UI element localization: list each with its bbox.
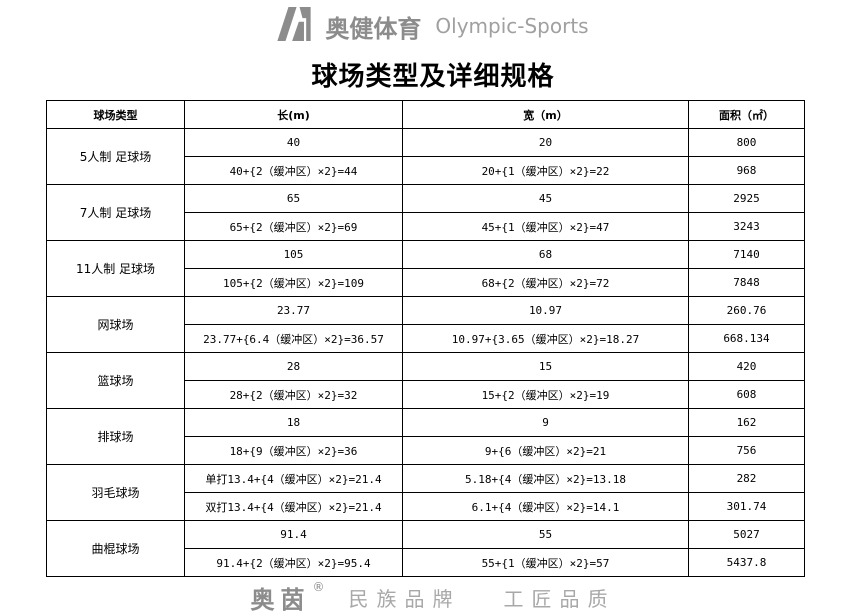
width-cell: 15 (402, 352, 689, 381)
area-cell: 2925 (688, 184, 805, 213)
area-cell: 7140 (688, 240, 805, 269)
length-cell: 28+{2（缓冲区）×2}=32 (184, 380, 403, 409)
area-cell: 800 (688, 128, 805, 157)
court-type-cell: 11人制 足球场 (46, 240, 185, 297)
length-cell: 双打13.4+{4（缓冲区）×2}=21.4 (184, 492, 403, 521)
width-cell: 20+{1（缓冲区）×2}=22 (402, 156, 689, 185)
header-area: 面积（㎡） (688, 100, 805, 129)
width-cell: 15+{2（缓冲区）×2}=19 (402, 380, 689, 409)
width-cell: 9+{6（缓冲区）×2}=21 (402, 436, 689, 465)
table-header-row: 球场类型 长(m) 宽（m） 面积（㎡） (46, 100, 805, 129)
length-cell: 40 (184, 128, 403, 157)
table-row: 网球场 23.77 10.97 260.76 (46, 296, 805, 353)
table-row: 羽毛球场 单打13.4+{4（缓冲区）×2}=21.4 5.18+{4（缓冲区）×2… (46, 464, 805, 521)
court-type-cell: 网球场 (46, 296, 185, 353)
area-cell: 756 (688, 436, 805, 465)
length-cell: 单打13.4+{4（缓冲区）×2}=21.4 (184, 464, 403, 493)
length-cell: 23.77+{6.4（缓冲区）×2}=36.57 (184, 324, 403, 353)
table-row: 曲棍球场 91.4 55 5027 (46, 520, 805, 577)
area-cell: 301.74 (688, 492, 805, 521)
table-row: 23.77+{6.4（缓冲区）×2}=36.57 10.97+{3.65（缓冲区）… (47, 324, 805, 353)
width-cell: 68+{2（缓冲区）×2}=72 (402, 268, 689, 297)
watermark-brand-group: 奥茵 ® (250, 580, 324, 615)
area-cell: 420 (688, 352, 805, 381)
width-cell: 10.97 (402, 296, 689, 325)
table-row: 7人制 足球场 65 45 2925 (46, 184, 805, 241)
area-cell: 608 (688, 380, 805, 409)
length-cell: 105+{2（缓冲区）×2}=109 (184, 268, 403, 297)
width-cell: 55 (402, 520, 689, 549)
area-cell: 968 (688, 156, 805, 185)
court-type-cell: 7人制 足球场 (46, 184, 185, 241)
length-cell: 23.77 (184, 296, 403, 325)
area-cell: 162 (688, 408, 805, 437)
width-cell: 20 (402, 128, 689, 157)
watermark-logo-icon (277, 7, 312, 45)
court-type-cell: 曲棍球场 (46, 520, 185, 577)
area-cell: 260.76 (688, 296, 805, 325)
length-cell: 28 (184, 352, 403, 381)
court-type-cell: 5人制 足球场 (46, 128, 185, 185)
court-type-cell: 篮球场 (46, 352, 185, 409)
area-cell: 7848 (688, 268, 805, 297)
area-cell: 5027 (688, 520, 805, 549)
length-cell: 91.4+{2（缓冲区）×2}=95.4 (184, 548, 403, 577)
length-cell: 40+{2（缓冲区）×2}=44 (184, 156, 403, 185)
area-cell: 282 (688, 464, 805, 493)
watermark-bottom: 奥茵 ® 民族品牌 工匠品质 (0, 580, 866, 615)
width-cell: 45 (402, 184, 689, 213)
table-row: 5人制 足球场 40 20 800 (46, 128, 805, 185)
court-type-cell: 羽毛球场 (46, 464, 185, 521)
length-cell: 18+{9（缓冲区）×2}=36 (184, 436, 403, 465)
width-cell: 55+{1（缓冲区）×2}=57 (402, 548, 689, 577)
area-cell: 3243 (688, 212, 805, 241)
width-cell: 45+{1（缓冲区）×2}=47 (402, 212, 689, 241)
header-width: 宽（m） (402, 100, 689, 129)
watermark-slogan: 民族品牌 工匠品质 (348, 586, 616, 611)
page-title: 球场类型及详细规格 (311, 62, 555, 92)
table-row: 双打13.4+{4（缓冲区）×2}=21.4 6.1+{4（缓冲区）×2}=14.… (47, 492, 805, 521)
length-cell: 18 (184, 408, 403, 437)
width-cell: 9 (402, 408, 689, 437)
length-cell: 65 (184, 184, 403, 213)
width-cell: 68 (402, 240, 689, 269)
width-cell: 5.18+{4（缓冲区）×2}=13.18 (402, 464, 689, 493)
header-type: 球场类型 (46, 100, 185, 129)
watermark-company-en: Olympic-Sports (435, 14, 589, 38)
header-length: 长(m) (184, 100, 403, 129)
table-row: 28+{2（缓冲区）×2}=32 15+{2（缓冲区）×2}=19 608 (47, 380, 805, 409)
watermark-top: 奥健体育 Olympic-Sports (0, 7, 866, 45)
watermark-brand: 奥茵 (250, 585, 311, 614)
table-row: 篮球场 28 15 420 (46, 352, 805, 409)
table-row: 91.4+{2（缓冲区）×2}=95.4 55+{1（缓冲区）×2}=57 5437… (47, 548, 805, 577)
table-row: 11人制 足球场 105 68 7140 (46, 240, 805, 297)
length-cell: 65+{2（缓冲区）×2}=69 (184, 212, 403, 241)
length-cell: 91.4 (184, 520, 403, 549)
watermark-registered: ® (312, 579, 325, 594)
spec-table: 球场类型 长(m) 宽（m） 面积（㎡） 5人制 足球场 40 20 800 40+{2… (46, 100, 805, 577)
table-row: 排球场 18 9 162 (46, 408, 805, 465)
width-cell: 10.97+{3.65（缓冲区）×2}=18.27 (402, 324, 689, 353)
area-cell: 5437.8 (688, 548, 805, 577)
table-row: 65+{2（缓冲区）×2}=69 45+{1（缓冲区）×2}=47 3243 (47, 212, 805, 241)
court-type-cell: 排球场 (46, 408, 185, 465)
watermark-company-cn: 奥健体育 (325, 14, 422, 43)
width-cell: 6.1+{4（缓冲区）×2}=14.1 (402, 492, 689, 521)
area-cell: 668.134 (688, 324, 805, 353)
length-cell: 105 (184, 240, 403, 269)
